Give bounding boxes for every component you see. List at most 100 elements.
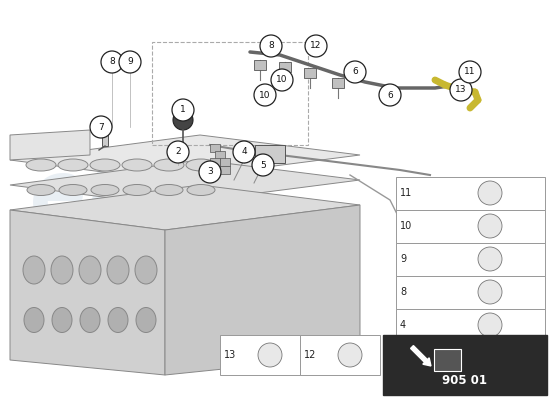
- Text: el: el: [30, 156, 115, 237]
- Ellipse shape: [186, 159, 216, 171]
- Ellipse shape: [136, 308, 156, 332]
- Text: 2: 2: [400, 353, 406, 363]
- Circle shape: [172, 99, 194, 121]
- Circle shape: [344, 61, 366, 83]
- Ellipse shape: [79, 256, 101, 284]
- Circle shape: [252, 154, 274, 176]
- Text: 2: 2: [175, 148, 181, 156]
- Circle shape: [478, 346, 502, 370]
- Text: 6: 6: [387, 90, 393, 100]
- Text: 12: 12: [304, 350, 316, 360]
- Circle shape: [233, 141, 255, 163]
- Bar: [396, 243, 545, 276]
- Ellipse shape: [122, 159, 152, 171]
- Text: 8: 8: [268, 42, 274, 50]
- Circle shape: [260, 35, 282, 57]
- Circle shape: [305, 35, 327, 57]
- Polygon shape: [10, 130, 90, 160]
- Text: 13: 13: [455, 86, 467, 94]
- Ellipse shape: [24, 308, 44, 332]
- Bar: [396, 177, 545, 210]
- Text: 5: 5: [260, 160, 266, 170]
- Bar: [152, 42, 308, 145]
- Text: 4: 4: [241, 148, 247, 156]
- Polygon shape: [10, 210, 165, 375]
- Circle shape: [101, 51, 123, 73]
- Text: 3: 3: [207, 168, 213, 176]
- Bar: [300, 335, 380, 375]
- Bar: [210, 144, 220, 152]
- Text: 9: 9: [127, 58, 133, 66]
- Bar: [220, 335, 300, 375]
- Ellipse shape: [52, 308, 72, 332]
- Ellipse shape: [135, 256, 157, 284]
- Text: 9: 9: [400, 254, 406, 264]
- Circle shape: [338, 343, 362, 367]
- Text: 4: 4: [400, 320, 406, 330]
- Circle shape: [459, 61, 481, 83]
- Circle shape: [478, 214, 502, 238]
- Circle shape: [478, 313, 502, 337]
- Circle shape: [478, 247, 502, 271]
- Circle shape: [271, 69, 293, 91]
- Bar: [383, 335, 547, 395]
- Circle shape: [167, 141, 189, 163]
- Ellipse shape: [59, 184, 87, 196]
- Text: 11: 11: [464, 68, 476, 76]
- Text: 8: 8: [400, 287, 406, 297]
- Circle shape: [199, 161, 221, 183]
- Text: 6: 6: [352, 68, 358, 76]
- Text: 7: 7: [98, 122, 104, 132]
- Bar: [215, 151, 225, 159]
- FancyBboxPatch shape: [434, 349, 461, 371]
- Ellipse shape: [90, 159, 120, 171]
- Bar: [102, 130, 108, 146]
- Bar: [396, 276, 545, 309]
- Bar: [210, 158, 220, 166]
- Ellipse shape: [155, 184, 183, 196]
- Bar: [396, 342, 545, 375]
- Circle shape: [379, 84, 401, 106]
- Bar: [210, 166, 220, 174]
- Bar: [396, 210, 545, 243]
- Bar: [332, 78, 344, 88]
- Text: 10: 10: [276, 76, 288, 84]
- Text: 11: 11: [400, 188, 412, 198]
- Polygon shape: [165, 205, 360, 375]
- Ellipse shape: [91, 184, 119, 196]
- Ellipse shape: [107, 256, 129, 284]
- Text: 8: 8: [109, 58, 115, 66]
- Bar: [255, 145, 285, 163]
- Ellipse shape: [23, 256, 45, 284]
- Text: 13: 13: [224, 350, 236, 360]
- Ellipse shape: [123, 184, 151, 196]
- Bar: [396, 309, 545, 342]
- Circle shape: [254, 84, 276, 106]
- Ellipse shape: [80, 308, 100, 332]
- Bar: [220, 158, 230, 166]
- Text: a par      for par    since 19: a par for par since 19: [20, 306, 260, 324]
- Ellipse shape: [154, 159, 184, 171]
- Ellipse shape: [27, 184, 55, 196]
- Circle shape: [478, 181, 502, 205]
- Ellipse shape: [26, 159, 56, 171]
- Text: 12: 12: [310, 42, 322, 50]
- Circle shape: [90, 116, 112, 138]
- Text: 905 01: 905 01: [443, 374, 487, 386]
- Circle shape: [258, 343, 282, 367]
- Bar: [220, 166, 230, 174]
- Bar: [304, 68, 316, 78]
- FancyArrow shape: [411, 346, 431, 366]
- Text: 10: 10: [259, 90, 271, 100]
- Polygon shape: [10, 160, 360, 205]
- Circle shape: [478, 280, 502, 304]
- Circle shape: [173, 110, 193, 130]
- Polygon shape: [10, 135, 360, 180]
- Ellipse shape: [187, 184, 215, 196]
- Bar: [279, 62, 291, 72]
- Text: 1: 1: [180, 106, 186, 114]
- Polygon shape: [10, 185, 360, 230]
- Ellipse shape: [51, 256, 73, 284]
- Circle shape: [119, 51, 141, 73]
- Circle shape: [450, 79, 472, 101]
